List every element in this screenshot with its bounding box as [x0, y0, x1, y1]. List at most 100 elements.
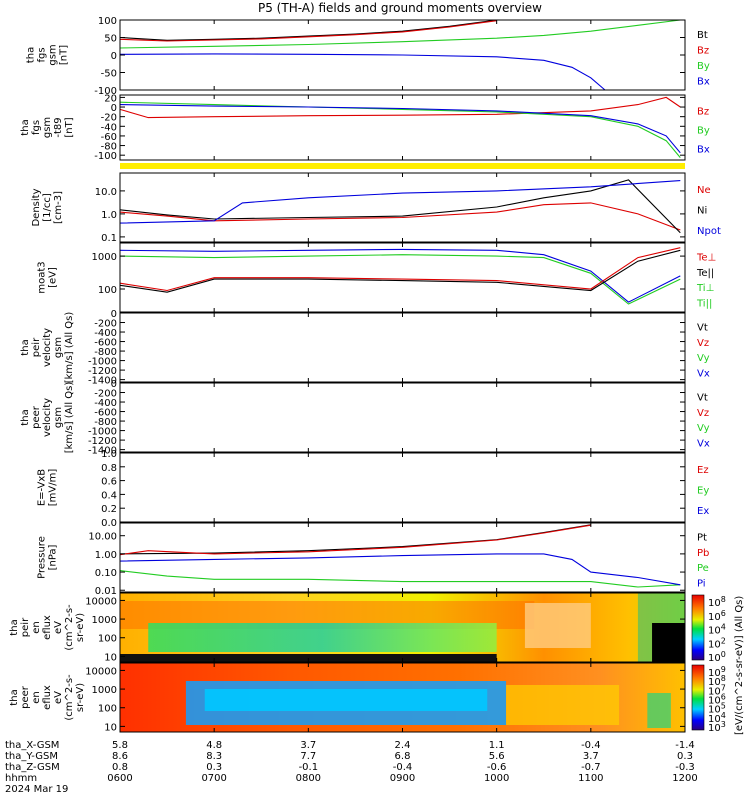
legend: Ne Ni Npot — [697, 185, 721, 237]
legend-entry: Bz — [697, 107, 709, 118]
ion-low-flux-region — [148, 623, 497, 652]
legend: Vt Vz Vy Vx — [697, 323, 710, 380]
y-axis-label: Pressure[nPa] — [37, 536, 59, 579]
y-axis-label-line: tha — [20, 339, 31, 355]
series-line-Ne — [119, 202, 681, 231]
colorbar-tick-label: 106 — [708, 609, 726, 623]
x-row-value: 8.3 — [206, 751, 222, 762]
series-line-Bt — [119, 19, 497, 41]
y-axis-label: thapeirvelocitygsm[km/s] (All Qs) — [20, 312, 75, 384]
y-axis-label-line: (cm^2-s- — [64, 674, 75, 721]
x-row-value: -0.3 — [675, 762, 695, 773]
x-time-label: 1200 — [672, 773, 697, 784]
y-axis-label-line: peer — [20, 685, 31, 709]
legend-entry: Ez — [697, 465, 709, 476]
panel-8: 10.00 1.00 0.10 0.01 Pressure[nPa] Pt Pb Pe Pi — [37, 522, 709, 597]
y-axis-label-line: eV — [53, 621, 64, 634]
y-axis-label-line: [nT] — [59, 45, 70, 65]
colorbar-tick-exponent: 6 — [721, 693, 726, 702]
y-axis-label-line: [km/s] (All Qs) — [64, 382, 75, 454]
legend-entry: Bx — [697, 76, 710, 87]
y-tick-label: -40 — [101, 122, 117, 133]
x-row-value: 5.8 — [112, 740, 128, 751]
y-tick-label: 20 — [104, 93, 117, 104]
legend-entry: Vx — [697, 368, 710, 379]
x-row-label-x: tha_X-GSM — [5, 740, 59, 751]
legend-entry: Ti⊥ — [696, 283, 714, 294]
y-tick-label: 100 — [98, 634, 117, 645]
y-axis-label: E=-VxB[mV/m] — [37, 469, 59, 507]
legend-entry: Bx — [697, 145, 710, 156]
electron-green-region — [647, 693, 671, 728]
y-tick-label: 0.2 — [101, 504, 117, 515]
y-axis-label: thapeirenefluxeV(cm^2-s-sr-eV) — [9, 604, 86, 651]
colorbar-tick-exponent: 7 — [721, 683, 726, 692]
panel-1: 100 50 0 -50 -100 thafgsgsm[nT] Bt Bz By Bx — [26, 16, 710, 97]
y-tick-label: -800 — [94, 417, 117, 428]
y-axis-label-line: Pressure — [37, 536, 48, 579]
colorbar-tick-exponent: 6 — [721, 609, 726, 618]
series-line-Ti|| — [119, 254, 681, 305]
y-tick-label: -400 — [94, 328, 117, 339]
y-axis-label-line: sr-eV) — [75, 613, 86, 642]
y-tick-label: 1.0 — [101, 210, 117, 221]
panel-frame — [119, 452, 686, 523]
x-time-label: 0800 — [296, 773, 321, 784]
x-row-value: 5.6 — [489, 751, 505, 762]
y-tick-label: -600 — [94, 338, 117, 349]
series-line-By — [119, 101, 681, 158]
y-tick-label: 1.0 — [101, 449, 117, 460]
series-line-Te⊥ — [119, 247, 681, 292]
y-axis-label-line: velocity — [42, 328, 53, 367]
legend-entry: Vt — [697, 393, 708, 404]
y-tick-label: -800 — [94, 347, 117, 358]
y-tick-label: -1000 — [88, 357, 117, 368]
series-line-Te|| — [119, 249, 681, 293]
y-axis-label-line: -t89 — [53, 117, 64, 137]
chart-title: P5 (TH-A) fields and ground moments over… — [258, 1, 542, 15]
y-tick-label: -1200 — [88, 366, 117, 377]
electron-core-region — [204, 689, 488, 711]
y-tick-label: 10.0 — [95, 187, 117, 198]
ion-pale-region — [524, 603, 591, 648]
series-line-Bz — [119, 96, 681, 119]
series-line-By — [119, 19, 681, 49]
series-line-Bx — [119, 53, 606, 91]
series-line-Pe — [119, 570, 681, 588]
y-axis-label-line: [eV] — [48, 267, 59, 288]
y-tick-label: -1400 — [88, 446, 117, 457]
y-tick-label: -200 — [94, 389, 117, 400]
y-axis-label-line: gsm — [53, 337, 64, 358]
y-tick-label: 0.6 — [101, 477, 117, 488]
y-axis-label-line: (cm^2-s- — [64, 604, 75, 651]
legend: Te⊥ Te|| Ti⊥ Ti|| — [696, 253, 716, 310]
legend-entry: Ex — [697, 506, 709, 517]
y-tick-label: -1400 — [88, 376, 117, 387]
y-axis-label-line: Density — [31, 188, 42, 226]
x-row-value: 2.4 — [395, 740, 411, 751]
x-row-value: -0.6 — [487, 762, 507, 773]
panel-frame — [119, 172, 686, 243]
y-axis-label-line: eflux — [42, 615, 53, 640]
y-axis-label: Density[1/cc][cm-3] — [31, 188, 64, 226]
y-tick-label: -80 — [101, 142, 117, 153]
y-axis-label: thafgsgsm[nT] — [26, 44, 70, 65]
x-row-value: 1.1 — [489, 740, 505, 751]
date-label: 2024 Mar 19 — [5, 784, 68, 795]
legend-entry: Ni — [697, 206, 707, 217]
panel-frame — [119, 312, 686, 383]
y-axis-label-line: tha — [9, 619, 20, 635]
x-row-value: -1.4 — [675, 740, 695, 751]
x-axis-annotation: tha_X-GSM tha_Y-GSM tha_Z-GSM hhmm 2024 … — [5, 740, 698, 795]
spectrogram — [120, 593, 685, 662]
x-row-value: -0.7 — [581, 762, 601, 773]
y-axis-label-line: peer — [31, 405, 42, 429]
legend-entry: Npot — [697, 226, 721, 237]
y-axis-label-line: gsm — [48, 44, 59, 65]
y-axis-label-line: peir — [31, 337, 42, 357]
legend-entry: Bz — [697, 45, 709, 56]
y-tick-label: -600 — [94, 408, 117, 419]
